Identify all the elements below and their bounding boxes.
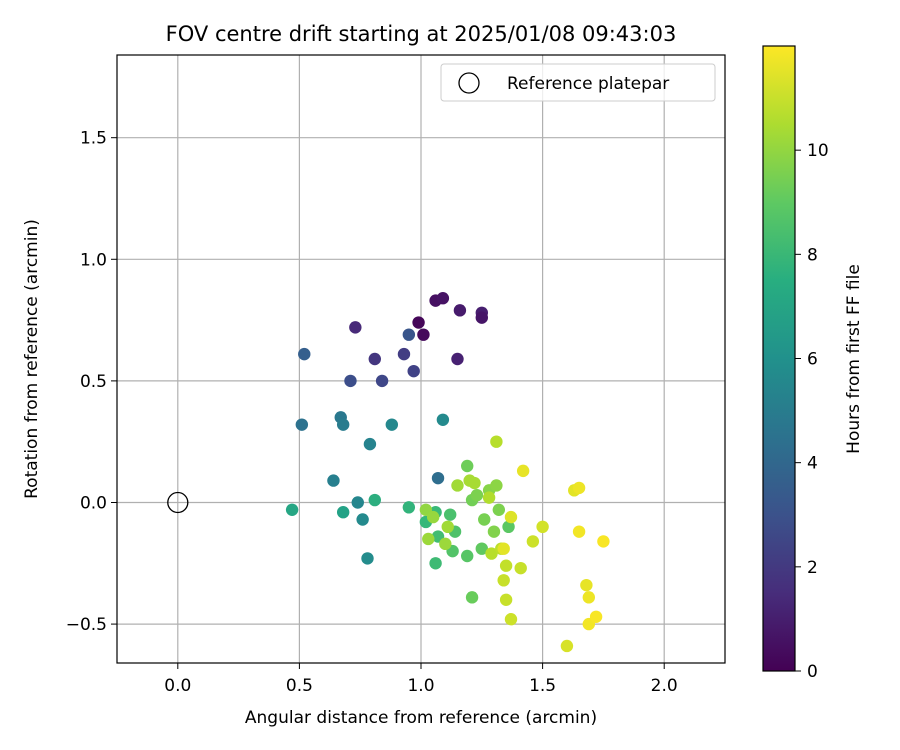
- y-tick-label: 1.0: [80, 250, 107, 270]
- data-point: [499, 593, 513, 606]
- data-point: [436, 413, 450, 426]
- colorbar-tick-label: 8: [807, 245, 818, 265]
- data-point: [402, 328, 416, 341]
- colorbar-tick-label: 4: [807, 454, 818, 474]
- data-points: [285, 292, 610, 653]
- data-point: [336, 418, 350, 431]
- colorbar: [763, 46, 795, 671]
- data-point: [417, 328, 430, 341]
- data-point: [475, 311, 488, 324]
- data-point: [461, 549, 474, 563]
- x-tick-label: 1.0: [407, 676, 434, 696]
- grid-lines: [117, 55, 725, 663]
- data-point: [426, 510, 440, 524]
- data-point: [375, 374, 389, 388]
- x-tick-label: 2.0: [651, 676, 678, 696]
- y-tick-label: −0.5: [66, 615, 107, 635]
- data-point: [465, 591, 479, 604]
- data-point: [497, 542, 510, 555]
- data-point: [490, 435, 503, 448]
- colorbar-ticks: 0 2 4 6 8 10: [795, 141, 829, 682]
- x-axis-label: Angular distance from reference (arcmin): [245, 708, 597, 728]
- y-tick-label: 0.0: [80, 493, 107, 513]
- data-point: [422, 532, 435, 546]
- data-point: [536, 520, 549, 534]
- x-tick-label: 0.0: [164, 676, 191, 696]
- y-axis-label: Rotation from reference (arcmin): [22, 219, 42, 499]
- data-point: [485, 547, 498, 560]
- data-point: [363, 437, 377, 451]
- data-point: [385, 418, 399, 431]
- data-point: [336, 506, 350, 519]
- data-point: [356, 513, 369, 526]
- data-point: [402, 501, 416, 514]
- x-tick-label: 0.5: [286, 676, 313, 696]
- data-point: [482, 491, 496, 504]
- data-point: [597, 535, 610, 548]
- data-point: [478, 513, 491, 526]
- data-point: [560, 639, 574, 653]
- data-point: [368, 493, 381, 507]
- data-point: [439, 537, 452, 551]
- legend-marker-reference: [458, 72, 480, 94]
- data-point: [412, 316, 425, 329]
- colorbar-tick-label: 10: [807, 141, 829, 161]
- data-point: [436, 292, 450, 305]
- y-tick-label: 0.5: [80, 372, 107, 392]
- legend-label-reference: Reference platepar: [507, 74, 669, 94]
- colorbar-tick-label: 2: [807, 558, 818, 578]
- legend-box: [440, 63, 716, 102]
- data-point: [285, 503, 299, 516]
- data-point: [453, 304, 467, 317]
- data-point: [349, 321, 362, 334]
- data-point: [441, 520, 454, 534]
- data-point: [589, 610, 603, 623]
- data-point: [298, 347, 311, 361]
- data-point: [514, 561, 527, 575]
- data-point: [572, 525, 586, 538]
- data-point: [451, 352, 464, 366]
- data-point: [487, 525, 501, 538]
- legend: Reference platepar: [440, 63, 716, 102]
- y-tick-label: 1.5: [80, 129, 107, 149]
- reference-platepar-marker: [167, 491, 189, 514]
- colorbar-tick-label: 6: [807, 350, 818, 370]
- data-point: [475, 542, 488, 555]
- data-point: [582, 591, 596, 604]
- data-point: [492, 503, 506, 516]
- reference-marker-group: [167, 491, 189, 514]
- data-point: [368, 352, 381, 366]
- data-point: [429, 557, 442, 570]
- y-axis-ticks: −0.5 0.0 0.5 1.0 1.5: [66, 129, 117, 635]
- data-point: [504, 613, 518, 626]
- data-point: [461, 459, 474, 473]
- data-point: [526, 535, 540, 548]
- data-point: [497, 574, 510, 587]
- data-point: [397, 347, 411, 361]
- data-point: [443, 508, 457, 521]
- data-point: [572, 481, 586, 495]
- colorbar-tick-label: 0: [807, 662, 818, 682]
- data-point: [499, 559, 513, 572]
- data-point: [351, 496, 364, 509]
- data-point: [502, 520, 515, 534]
- data-point: [327, 474, 340, 487]
- x-axis-ticks: 0.0 0.5 1.0 1.5 2.0: [164, 663, 678, 696]
- data-point: [451, 479, 464, 492]
- data-point: [468, 476, 481, 490]
- data-point: [407, 364, 420, 378]
- data-point: [295, 418, 309, 431]
- data-point: [361, 552, 374, 565]
- data-point: [344, 374, 357, 388]
- data-point: [431, 471, 445, 485]
- data-point: [490, 479, 503, 492]
- chart-title: FOV centre drift starting at 2025/01/08 …: [166, 22, 677, 46]
- data-point: [580, 578, 593, 592]
- x-tick-label: 1.5: [529, 676, 556, 696]
- data-point: [470, 488, 484, 502]
- data-point: [504, 510, 518, 524]
- data-point: [516, 464, 530, 478]
- colorbar-label: Hours from first FF file: [844, 264, 864, 454]
